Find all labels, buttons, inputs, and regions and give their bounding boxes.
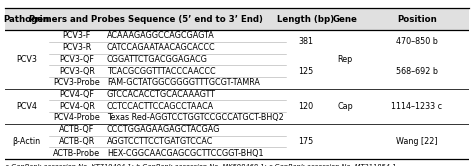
Text: CGGATTCTGACGGAGACG: CGGATTCTGACGGAGACG	[107, 55, 208, 64]
Text: PCV4-QF: PCV4-QF	[59, 90, 94, 99]
Text: 125: 125	[298, 67, 313, 76]
Text: PCV3-Probe: PCV3-Probe	[54, 78, 100, 87]
Text: TCACGCGGTTTACCCAACCC: TCACGCGGTTTACCCAACCC	[107, 67, 216, 76]
Text: ACTB-QR: ACTB-QR	[59, 137, 95, 146]
Text: Gene: Gene	[333, 15, 357, 24]
Text: PCV4: PCV4	[17, 102, 37, 111]
Text: Sequence (5’ end to 3’ End): Sequence (5’ end to 3’ End)	[128, 15, 263, 24]
Text: 470–850 b: 470–850 b	[396, 37, 438, 46]
Text: HEX-CGGCAACGAGCGCTTCCGGT-BHQ1: HEX-CGGCAACGAGCGCTTCCGGT-BHQ1	[107, 149, 264, 158]
Text: Pathogen: Pathogen	[4, 15, 50, 24]
Text: 568–692 b: 568–692 b	[396, 67, 438, 76]
Text: PCV3: PCV3	[17, 55, 37, 64]
Text: Rep: Rep	[337, 55, 353, 64]
Text: FAM-GCTATGGCGGGGTTTGCGT-TAMRA: FAM-GCTATGGCGGGGTTTGCGT-TAMRA	[107, 78, 260, 87]
Text: Cap: Cap	[337, 102, 353, 111]
Text: AGGTCCTTCCTGATGTCCAC: AGGTCCTTCCTGATGTCCAC	[107, 137, 213, 146]
Text: CCTCCACTTCCAGCCTAACA: CCTCCACTTCCAGCCTAACA	[107, 102, 214, 111]
Text: PCV3-F: PCV3-F	[63, 32, 91, 41]
Text: PCV3-QR: PCV3-QR	[59, 67, 95, 76]
Text: PCV3-R: PCV3-R	[62, 43, 91, 52]
Text: PCV4-QR: PCV4-QR	[59, 102, 95, 111]
Text: Primers and Probes: Primers and Probes	[29, 15, 125, 24]
Text: 381: 381	[298, 37, 313, 46]
Text: PCV4-Probe: PCV4-Probe	[54, 114, 100, 123]
Text: Length (bp): Length (bp)	[277, 15, 334, 24]
Text: PCV3-QF: PCV3-QF	[59, 55, 94, 64]
Text: ACTB-QF: ACTB-QF	[59, 125, 94, 134]
Text: Wang [22]: Wang [22]	[396, 137, 438, 146]
Text: Texas Red-AGGTCCTGGTCCGCCATGCT-BHQ2: Texas Red-AGGTCCTGGTCCGCCATGCT-BHQ2	[107, 114, 283, 123]
Text: Position: Position	[397, 15, 437, 24]
Text: 120: 120	[298, 102, 313, 111]
Text: ACTB-Probe: ACTB-Probe	[53, 149, 100, 158]
Text: CCCTGGAGAAGAGCTACGAG: CCCTGGAGAAGAGCTACGAG	[107, 125, 220, 134]
Text: β-Actin: β-Actin	[13, 137, 41, 146]
Text: ACAAAGAGGCCAGCGAGTA: ACAAAGAGGCCAGCGAGTA	[107, 32, 215, 41]
Text: GTCCACACCTGCACAAAGTT: GTCCACACCTGCACAAAGTT	[107, 90, 216, 99]
Bar	[5, 8, 469, 30]
Text: 1114–1233 c: 1114–1233 c	[392, 102, 443, 111]
Text: CATCCAGAATAACAGCACCC: CATCCAGAATAACAGCACCC	[107, 43, 216, 52]
Text: 175: 175	[298, 137, 313, 146]
Text: a GenBank accession No. KT719404.1; b GenBank accession No. MK598468.1; c GenBan: a GenBank accession No. KT719404.1; b Ge…	[5, 164, 398, 166]
